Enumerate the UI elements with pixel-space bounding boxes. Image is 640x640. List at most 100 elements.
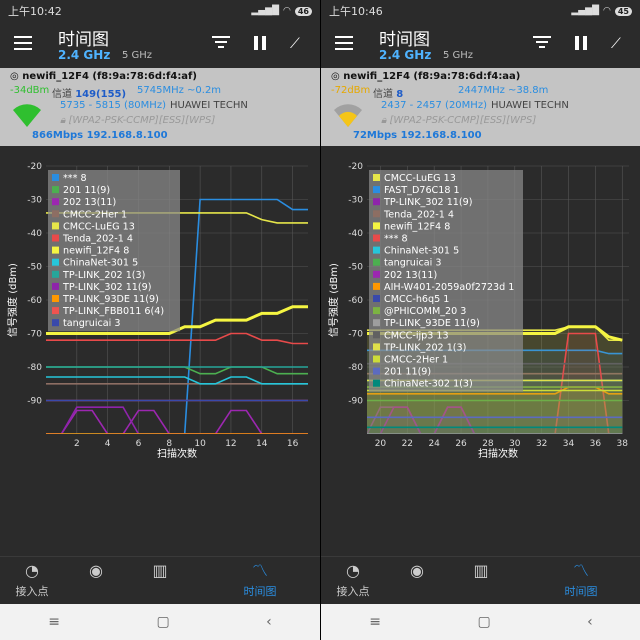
legend-entry: Tenda_202-1 4 [62, 234, 133, 245]
ap-security-text: [WPA2-PSK-CCMP][ESS][WPS] [389, 115, 537, 126]
y-tick-label: -90 [348, 397, 363, 407]
wifi-scan-toggle-icon[interactable]: ⟋ [290, 36, 300, 52]
x-axis-label: 扫描次数 [157, 447, 197, 460]
legend-swatch [52, 295, 59, 302]
legend-swatch [373, 367, 380, 375]
band-24ghz-tab[interactable]: 2.4 GHz [58, 48, 111, 62]
status-time: 上午10:46 [329, 5, 383, 18]
recent-apps-button[interactable]: ≡ [369, 614, 381, 630]
ap-title: ◎ newifi_12F4 (f8:9a:78:6d:f4:aa) [331, 71, 521, 82]
ap-channel: 信道 149(155) [52, 85, 126, 100]
legend-swatch [52, 270, 59, 278]
legend-entry: TP-LINK_202 1(3) [62, 270, 145, 281]
legend-swatch [52, 234, 59, 242]
signal-strength-wifi-icon [334, 104, 362, 127]
legend-entry: CMCC-LuEG 13 [63, 221, 135, 232]
legend-swatch [52, 319, 59, 327]
legend-swatch [52, 174, 59, 181]
legend-entry: @PHICOMM_20 3 [384, 306, 466, 317]
nav-access-points[interactable]: ◔ 接入点 [321, 557, 385, 605]
connected-ap-panel[interactable]: ◎ newifi_12F4 (f8:9a:78:6d:f4:af) -34dBm… [0, 68, 320, 146]
legend-entry: ChinaNet-301 5 [63, 258, 138, 269]
filter-icon[interactable] [212, 36, 230, 50]
ap-channel: 信道 8 [373, 85, 403, 100]
y-tick-label: -30 [348, 196, 363, 206]
nav-radar[interactable]: ◉ [64, 557, 128, 605]
line-chart-icon: 〽 [572, 561, 589, 580]
signal-strength-icon: ▂▄▆█ [251, 6, 279, 16]
app-bar: 时间图 2.4 GHz 5 GHz ⟋ [321, 22, 640, 68]
home-button[interactable]: ▢ [156, 614, 170, 630]
pause-icon[interactable] [575, 36, 587, 50]
ap-vendor: HUAWEI TECHN [170, 100, 248, 111]
menu-icon[interactable] [335, 36, 353, 50]
legend-entry: 201 11(9) [63, 185, 110, 196]
legend-entry: Tenda_202-1 4 [383, 209, 454, 220]
bar-chart-icon: ▥ [473, 561, 489, 580]
legend [48, 170, 180, 332]
series-line [46, 332, 308, 345]
nav-access-points[interactable]: ◔ 接入点 [0, 557, 64, 605]
x-tick-label: 10 [194, 439, 206, 449]
nav-radar[interactable]: ◉ [385, 557, 449, 605]
wifi-status-icon: ◠ [283, 6, 291, 16]
legend-swatch [373, 186, 380, 194]
y-tick-label: -70 [348, 330, 363, 340]
screen-right: 上午10:46 ▂▄▆█ ◠ 45 时间图 2.4 GHz 5 GHz ⟋ ◎ … [320, 0, 640, 640]
legend-entry: tangruicai 3 [63, 318, 120, 329]
ap-ssid: newifi_12F4 [22, 71, 89, 82]
legend-entry: tangruicai 3 [384, 258, 441, 269]
system-navigation: ≡ ▢ ‹ [321, 604, 640, 640]
wifi-scan-toggle-icon[interactable]: ⟋ [611, 36, 621, 52]
filter-icon[interactable] [533, 36, 551, 50]
status-bar: 上午10:46 ▂▄▆█ ◠ 45 [321, 0, 640, 22]
ap-dbm: -34dBm [10, 85, 50, 96]
legend-entry: newifi_12F4 8 [63, 246, 129, 257]
legend-swatch [373, 307, 380, 315]
nav-time-graph[interactable]: 〽时间图 [224, 557, 296, 605]
series-area [367, 387, 623, 434]
series-line [367, 406, 623, 434]
legend-swatch [373, 198, 380, 206]
back-button[interactable]: ‹ [266, 614, 272, 630]
legend-entry: ChinaNet-302 1(3) [384, 379, 473, 390]
legend-entry: 202 13(11) [63, 197, 116, 208]
y-axis-label: 信号强度 (dBm) [6, 263, 19, 337]
x-tick-label: 2 [74, 439, 80, 449]
wifi-icon: ◔ [346, 561, 360, 580]
band-5ghz-tab[interactable]: 5 GHz [122, 50, 153, 61]
bar-chart-icon: ▥ [152, 561, 168, 580]
legend-swatch [373, 355, 380, 363]
series-area [367, 387, 623, 434]
legend-swatch [52, 282, 59, 290]
legend-swatch [373, 331, 380, 339]
y-tick-label: -20 [348, 162, 363, 172]
legend-entry: newifi_12F4 8 [384, 221, 450, 232]
legend-swatch [373, 295, 380, 302]
back-button[interactable]: ‹ [587, 614, 593, 630]
legend-entry: CMCC-2Her 1 [384, 355, 448, 366]
nav-time-graph[interactable]: 〽时间图 [545, 557, 617, 605]
system-navigation: ≡ ▢ ‹ [0, 604, 320, 640]
band-5ghz-tab[interactable]: 5 GHz [443, 50, 474, 61]
legend-entry: TP-LINK_93DE 11(9) [62, 294, 159, 305]
menu-icon[interactable] [14, 36, 32, 50]
x-tick-label: 22 [402, 439, 413, 449]
connected-ap-panel[interactable]: ◎ newifi_12F4 (f8:9a:78:6d:f4:aa) -72dBm… [321, 68, 640, 146]
band-24ghz-tab[interactable]: 2.4 GHz [379, 48, 432, 62]
nav-bar-chart[interactable]: ▥ [449, 557, 513, 605]
wifi-icon: ◔ [25, 561, 39, 580]
pause-icon[interactable] [254, 36, 266, 50]
x-tick-label: 14 [256, 439, 268, 449]
ap-security-text: [WPA2-PSK-CCMP][ESS][WPS] [68, 115, 216, 126]
home-button[interactable]: ▢ [477, 614, 491, 630]
legend-entry: CMCC-LuEG 13 [384, 173, 456, 184]
ap-mac: (f8:9a:78:6d:f4:aa) [413, 71, 521, 82]
page-title: 时间图 [58, 30, 109, 50]
legend-swatch [373, 258, 380, 266]
legend-swatch [373, 246, 380, 254]
ap-frequency-range: 5735 - 5815 (80MHz) [60, 100, 166, 111]
channel-value: 149(155) [75, 89, 127, 100]
nav-bar-chart[interactable]: ▥ [128, 557, 192, 605]
recent-apps-button[interactable]: ≡ [48, 614, 60, 630]
